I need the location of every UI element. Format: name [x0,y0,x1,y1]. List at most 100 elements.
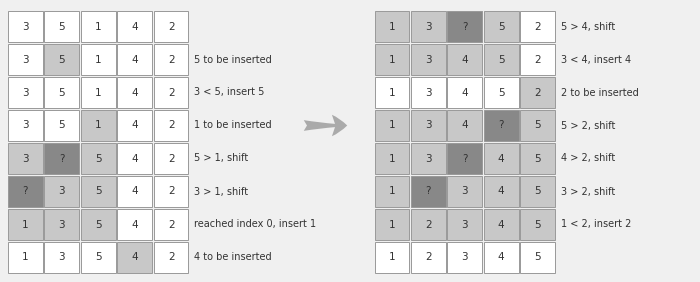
Bar [447,175,482,208]
Text: 4: 4 [461,120,468,131]
Bar [447,109,482,142]
Text: 3: 3 [425,120,432,131]
Text: 4: 4 [461,54,468,65]
Text: 4: 4 [498,252,505,263]
Text: 3: 3 [22,87,29,98]
Bar [118,76,152,109]
Bar [447,76,482,109]
Text: 1: 1 [389,186,395,197]
Bar [154,242,188,274]
Bar [81,43,116,76]
Text: ?: ? [59,153,64,164]
Bar [45,109,79,142]
Text: 5: 5 [534,252,541,263]
Bar [8,242,43,274]
Text: 1: 1 [389,120,395,131]
Bar [411,10,446,43]
Bar [411,242,446,274]
Text: 3: 3 [22,21,29,32]
Text: 2: 2 [168,186,174,197]
Text: 3 > 2, shift: 3 > 2, shift [561,186,615,197]
Text: 1 < 2, insert 2: 1 < 2, insert 2 [561,219,631,230]
Bar [484,175,519,208]
Bar [45,10,79,43]
Text: 2: 2 [168,120,174,131]
Bar [45,242,79,274]
Bar [81,142,116,175]
Bar [8,142,43,175]
Text: 4: 4 [498,186,505,197]
Text: reached index 0, insert 1: reached index 0, insert 1 [195,219,316,230]
Text: 1: 1 [389,252,395,263]
Bar [520,209,555,241]
Bar [8,175,43,208]
Bar [374,76,409,109]
Bar [374,109,409,142]
Text: 5: 5 [95,186,101,197]
Bar [118,175,152,208]
Bar [411,76,446,109]
Bar [154,142,188,175]
Bar [447,43,482,76]
Bar [8,209,43,241]
Text: 2: 2 [168,54,174,65]
Text: 2: 2 [534,54,541,65]
Text: 1: 1 [95,87,101,98]
Text: 3: 3 [425,54,432,65]
Bar [45,175,79,208]
Bar [520,142,555,175]
Text: 5: 5 [59,21,65,32]
Bar [118,209,152,241]
Bar [45,209,79,241]
Text: 3: 3 [22,54,29,65]
Text: 2: 2 [425,252,432,263]
Text: 5: 5 [59,87,65,98]
Text: 5: 5 [95,219,101,230]
Text: 3: 3 [59,186,65,197]
Bar [81,76,116,109]
Bar [411,175,446,208]
Text: 3: 3 [461,252,468,263]
Text: 1: 1 [389,153,395,164]
Bar [484,109,519,142]
Bar [45,142,79,175]
Bar [374,175,409,208]
Bar [484,209,519,241]
Text: ?: ? [426,186,431,197]
Text: 2: 2 [425,219,432,230]
Bar [484,76,519,109]
Bar [484,142,519,175]
Text: 3: 3 [425,21,432,32]
Bar [520,175,555,208]
Text: 3 > 1, shift: 3 > 1, shift [195,186,248,197]
Bar [118,109,152,142]
Text: 4: 4 [132,219,138,230]
Text: 3: 3 [425,153,432,164]
Bar [447,209,482,241]
Bar [45,43,79,76]
Text: 1: 1 [95,54,101,65]
Bar [154,43,188,76]
Bar [520,10,555,43]
Text: 1: 1 [389,54,395,65]
Bar [81,242,116,274]
Text: 5: 5 [534,120,541,131]
Bar [484,43,519,76]
Text: 1: 1 [95,120,101,131]
Text: 5 > 4, shift: 5 > 4, shift [561,21,615,32]
Text: 5 to be inserted: 5 to be inserted [195,54,272,65]
Text: 3: 3 [461,186,468,197]
Text: 5 > 1, shift: 5 > 1, shift [195,153,248,164]
Bar [374,209,409,241]
Text: 4: 4 [132,120,138,131]
Bar [411,142,446,175]
Text: 3: 3 [59,252,65,263]
Bar [484,10,519,43]
Bar [154,76,188,109]
Text: 5: 5 [95,153,101,164]
Bar [374,142,409,175]
Text: 3: 3 [461,219,468,230]
Bar [154,109,188,142]
Text: 4 to be inserted: 4 to be inserted [195,252,272,263]
Text: 5: 5 [498,87,505,98]
